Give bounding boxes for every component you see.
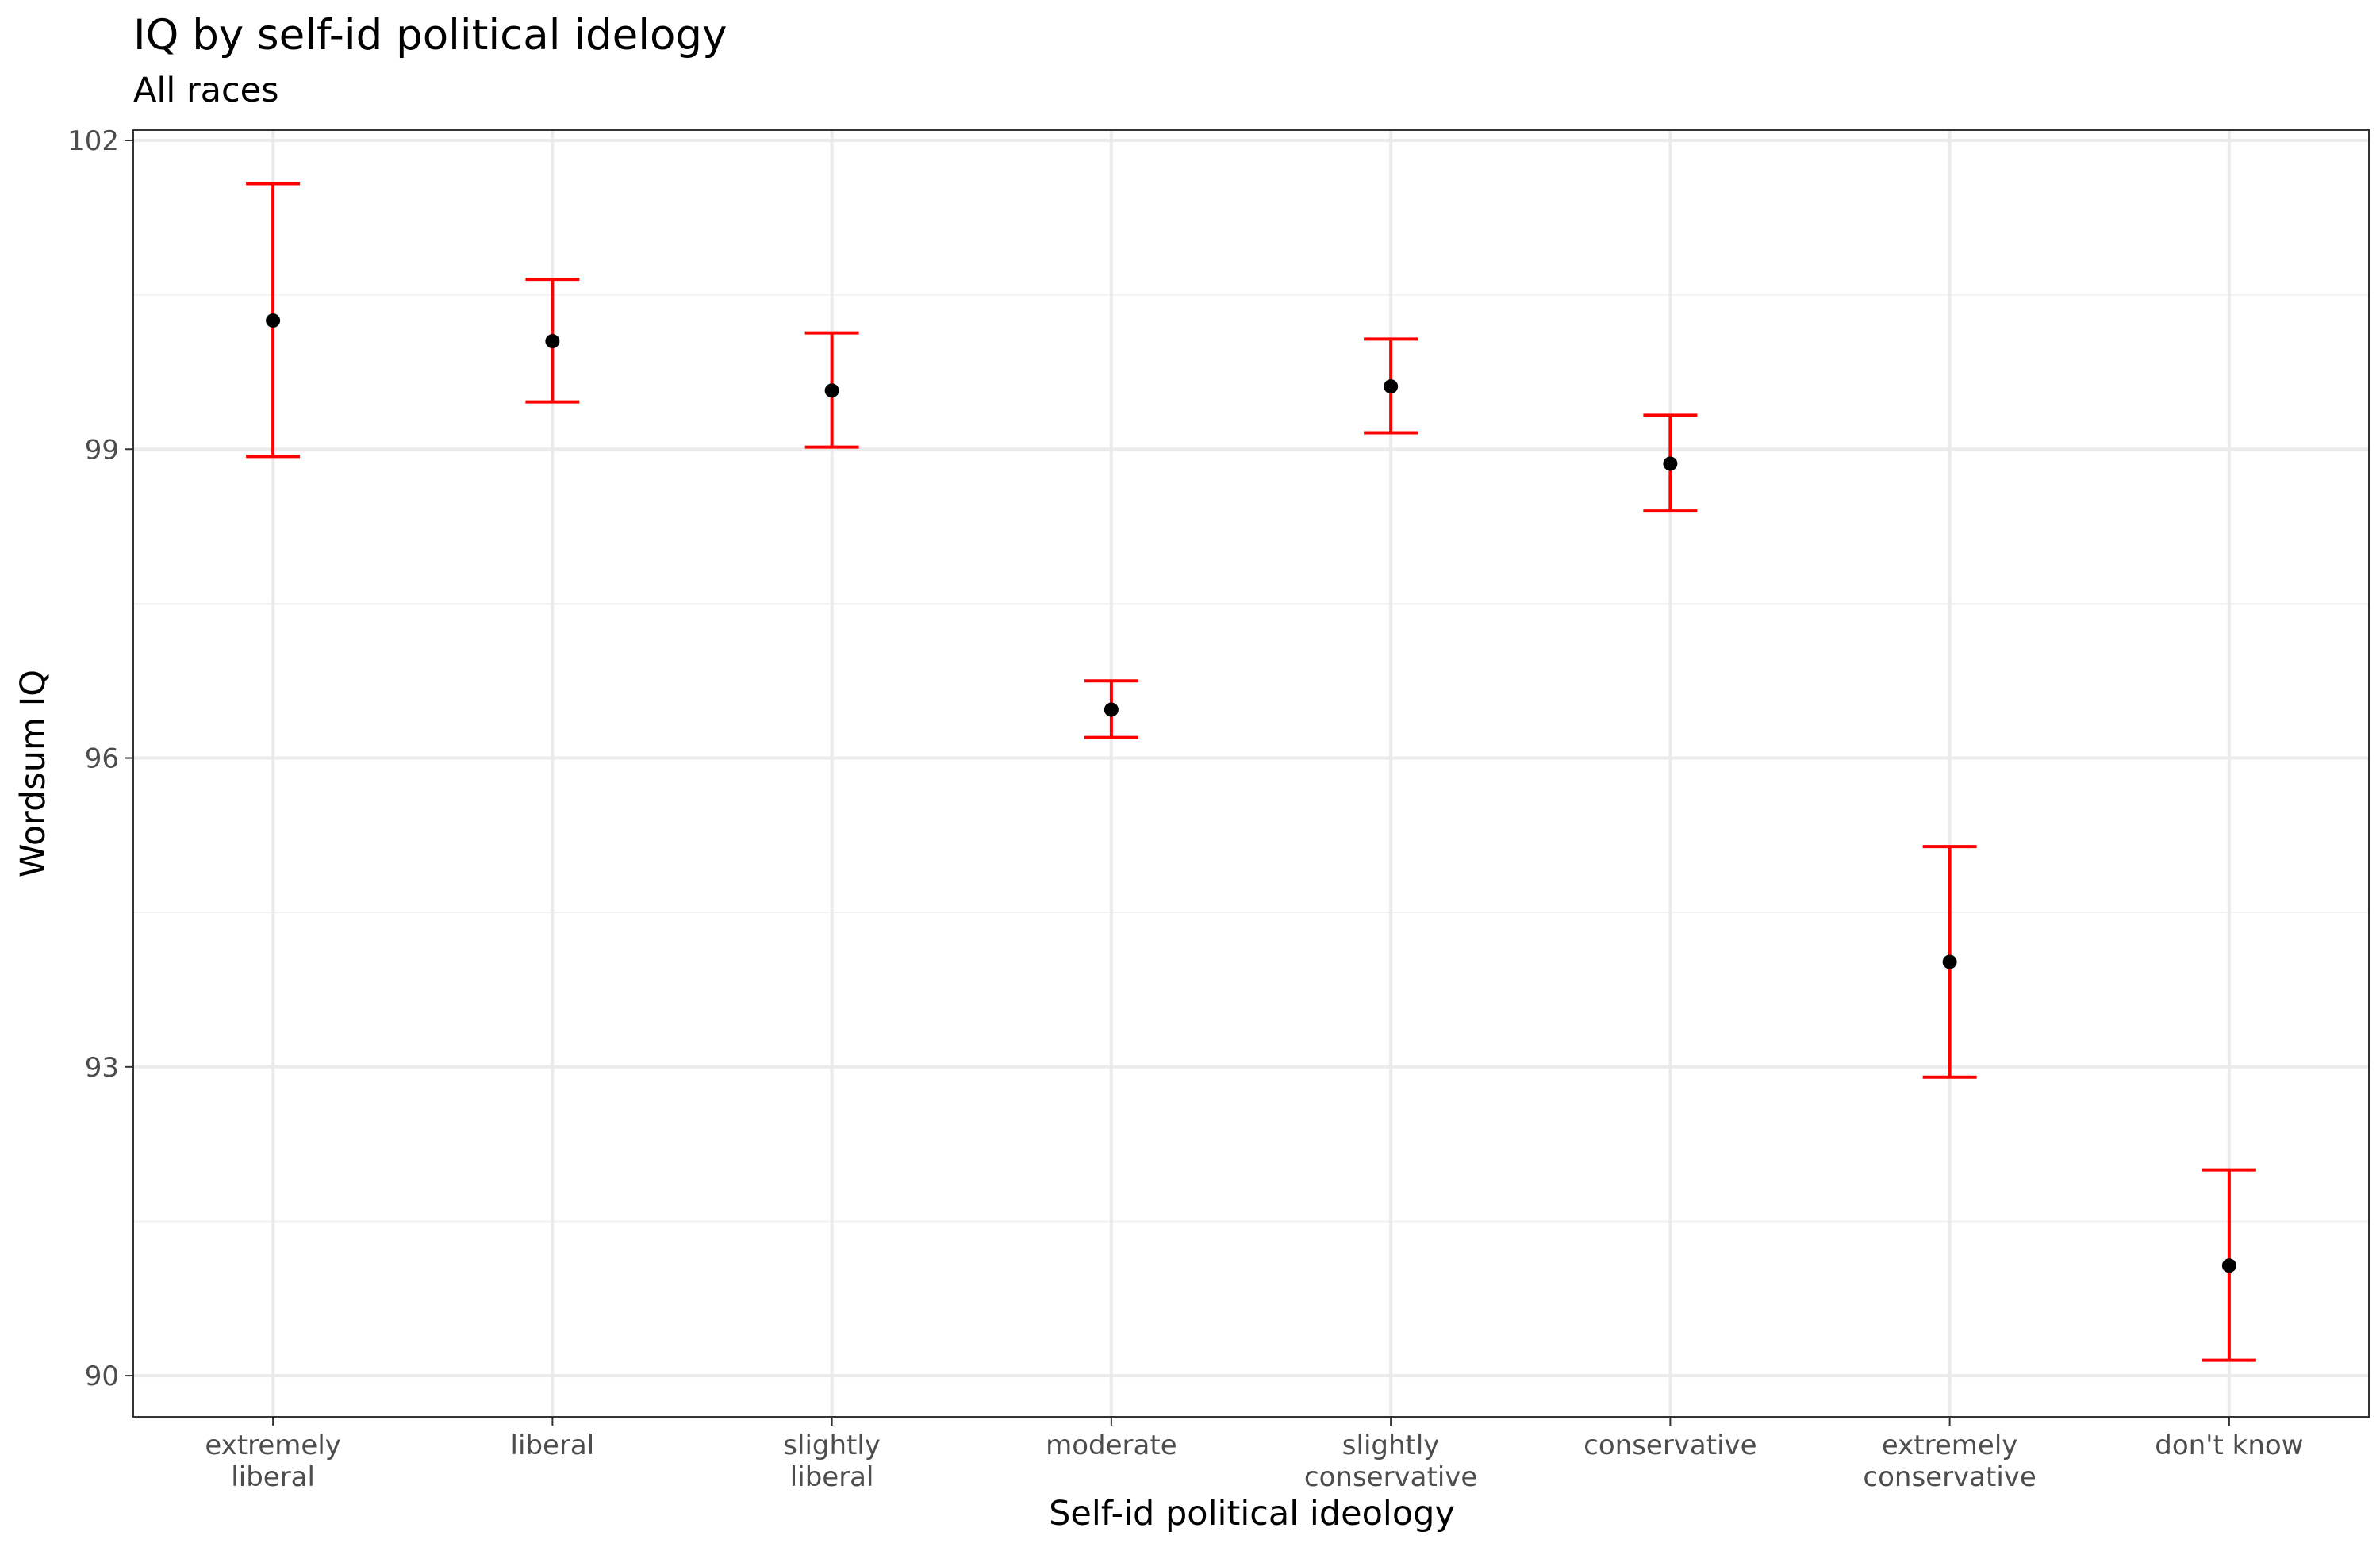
y-tick-label: 93 — [85, 1052, 119, 1084]
y-axis: 90 93 96 99 102 — [67, 125, 133, 1392]
x-tick-label-line: conservative — [1863, 1461, 2036, 1493]
grid-lines — [133, 130, 2369, 1417]
x-tick-label-line: liberal — [231, 1461, 315, 1493]
data-point — [1663, 456, 1678, 471]
y-tick-label: 102 — [67, 125, 119, 157]
x-tick-label-line: slightly — [783, 1430, 881, 1461]
y-axis-title: Wordsum IQ — [13, 670, 53, 877]
plot-panel-border — [132, 129, 2370, 1418]
data-points — [266, 313, 2236, 1273]
x-tick-label-line: conservative — [1304, 1461, 1477, 1493]
chart-subtitle: All races — [133, 71, 279, 110]
y-tick-label: 96 — [85, 743, 119, 775]
x-tick-label: slightly liberal — [783, 1430, 881, 1493]
x-tick-label-line: conservative — [1583, 1430, 1756, 1461]
x-tick-label-line: moderate — [1046, 1430, 1177, 1461]
x-tick-label-line: don't know — [2155, 1430, 2303, 1461]
y-tick-label: 90 — [85, 1361, 119, 1392]
x-tick-label: extremely conservative — [1863, 1430, 2036, 1493]
x-tick-label-line: extremely — [1882, 1430, 2018, 1461]
x-tick-label-line: slightly — [1342, 1430, 1440, 1461]
x-tick-label: liberal — [511, 1430, 595, 1461]
chart-title: IQ by self-id political idelogy — [133, 11, 727, 60]
data-point — [1104, 702, 1119, 717]
data-point — [1384, 379, 1399, 394]
x-axis-title: Self-id political ideology — [1049, 1494, 1455, 1534]
error-bars — [246, 182, 2256, 1362]
x-tick-label-line: liberal — [790, 1461, 874, 1493]
data-point — [545, 334, 560, 349]
x-tick-label: moderate — [1046, 1430, 1177, 1461]
x-tick-label: don't know — [2155, 1430, 2303, 1461]
x-tick-label: slightly conservative — [1304, 1430, 1477, 1493]
x-tick-label-line: liberal — [511, 1430, 595, 1461]
x-tick-label: conservative — [1583, 1430, 1756, 1461]
x-tick-label-line: extremely — [205, 1430, 341, 1461]
y-tick-label: 99 — [85, 434, 119, 466]
data-point — [266, 313, 281, 328]
x-tick-label: extremely liberal — [205, 1430, 341, 1493]
data-point — [824, 383, 839, 398]
data-point — [1942, 954, 1957, 969]
data-point — [2221, 1258, 2236, 1273]
